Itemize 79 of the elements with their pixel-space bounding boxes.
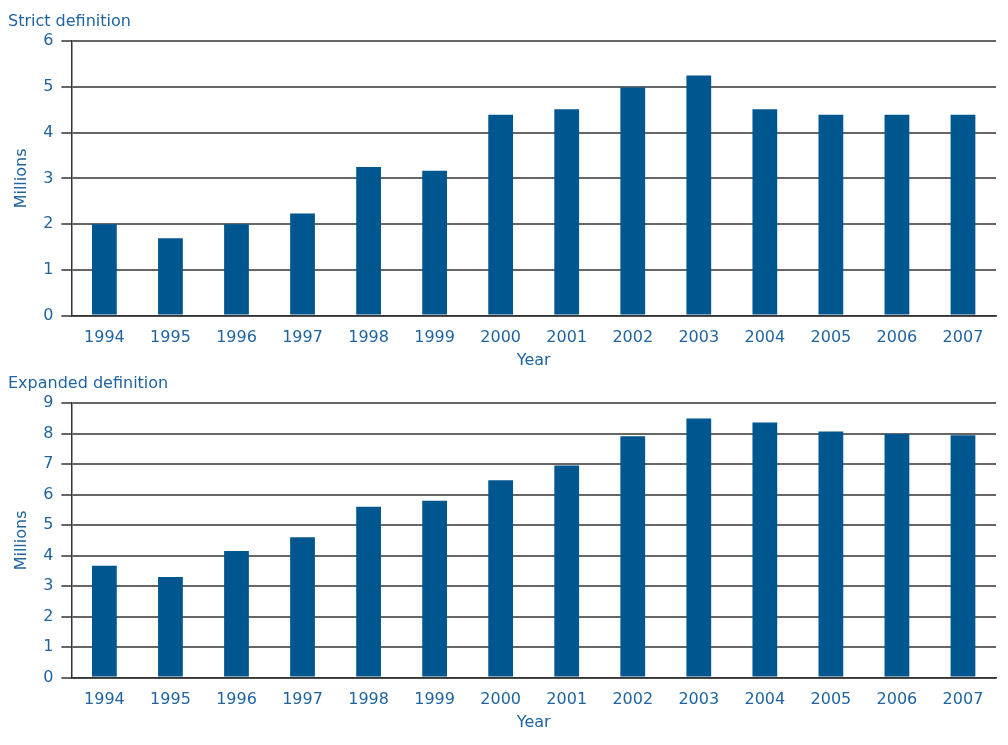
y-tick-label: 9 — [43, 392, 54, 412]
x-tick-label: 2004 — [744, 689, 786, 709]
bar — [818, 431, 844, 677]
bar — [488, 114, 514, 315]
y-tick-label: 5 — [43, 514, 54, 534]
y-tick-label: 3 — [43, 575, 54, 595]
bar — [752, 109, 778, 315]
bar — [488, 480, 514, 677]
y-tick-label: 6 — [43, 30, 54, 50]
y-tick-label: 1 — [43, 636, 54, 656]
y-tick-label: 6 — [43, 483, 54, 503]
x-tick-label: 2001 — [546, 689, 588, 709]
y-tick-label: 0 — [43, 666, 54, 686]
y-tick-label: 8 — [43, 422, 54, 442]
x-axis-title: Year — [515, 349, 552, 369]
bar — [92, 565, 117, 677]
bar — [290, 213, 315, 315]
x-tick-label: 2004 — [744, 327, 786, 347]
bar — [752, 422, 778, 677]
x-tick-label: 1996 — [216, 689, 257, 709]
y-tick-label: 4 — [43, 544, 54, 564]
y-axis-title: Millions — [10, 148, 30, 209]
chart-title: Expanded definition — [8, 372, 169, 392]
x-tick-label: 2005 — [810, 689, 852, 709]
chart-title: Strict definition — [8, 10, 131, 30]
x-tick-label: 1999 — [414, 689, 455, 709]
bar — [620, 436, 646, 677]
bar — [950, 114, 976, 315]
x-tick-label: 1995 — [150, 327, 191, 347]
y-tick-label: 1 — [43, 259, 54, 279]
y-axis-title: Millions — [10, 510, 30, 571]
bar — [686, 418, 712, 677]
y-tick-label: 5 — [43, 76, 54, 96]
x-tick-label: 2003 — [678, 327, 720, 347]
bar — [950, 435, 976, 677]
bar — [158, 576, 183, 677]
x-tick-label: 1994 — [84, 689, 125, 709]
x-tick-label: 1998 — [348, 689, 389, 709]
x-tick-label: 1994 — [84, 327, 125, 347]
x-tick-label: 1998 — [348, 327, 389, 347]
bar — [554, 109, 580, 315]
x-tick-label: 2007 — [942, 327, 984, 347]
x-tick-label: 1997 — [282, 689, 323, 709]
y-tick-label: 7 — [43, 453, 54, 473]
bar — [356, 506, 381, 677]
y-tick-label: 0 — [43, 304, 54, 324]
x-tick-label: 2007 — [942, 689, 984, 709]
bar — [158, 238, 183, 315]
y-tick-label: 4 — [43, 121, 54, 141]
bar — [290, 537, 315, 677]
bar — [422, 500, 448, 677]
x-tick-label: 2006 — [876, 689, 918, 709]
x-tick-label: 2002 — [612, 689, 654, 709]
x-tick-label: 1997 — [282, 327, 323, 347]
y-tick-label: 2 — [43, 213, 54, 233]
x-tick-label: 1999 — [414, 327, 455, 347]
bar — [356, 166, 381, 315]
bar — [422, 170, 448, 315]
bar — [686, 75, 712, 315]
bar — [224, 551, 249, 677]
x-tick-label: 2003 — [678, 689, 720, 709]
x-tick-label: 2000 — [480, 327, 522, 347]
x-tick-label: 2002 — [612, 327, 654, 347]
x-tick-label: 1996 — [216, 327, 257, 347]
x-tick-label: 2001 — [546, 327, 588, 347]
x-tick-label: 2006 — [876, 327, 918, 347]
x-tick-label: 1995 — [150, 689, 191, 709]
bar — [818, 114, 844, 315]
bar — [92, 224, 117, 315]
x-tick-label: 2005 — [810, 327, 852, 347]
bar — [620, 87, 646, 315]
x-axis-title: Year — [515, 711, 552, 731]
bar — [554, 465, 580, 677]
bar — [224, 224, 249, 315]
bar — [884, 433, 910, 677]
bar — [884, 114, 910, 315]
y-tick-label: 2 — [43, 605, 54, 625]
x-tick-label: 2000 — [480, 689, 522, 709]
y-tick-label: 3 — [43, 167, 54, 187]
